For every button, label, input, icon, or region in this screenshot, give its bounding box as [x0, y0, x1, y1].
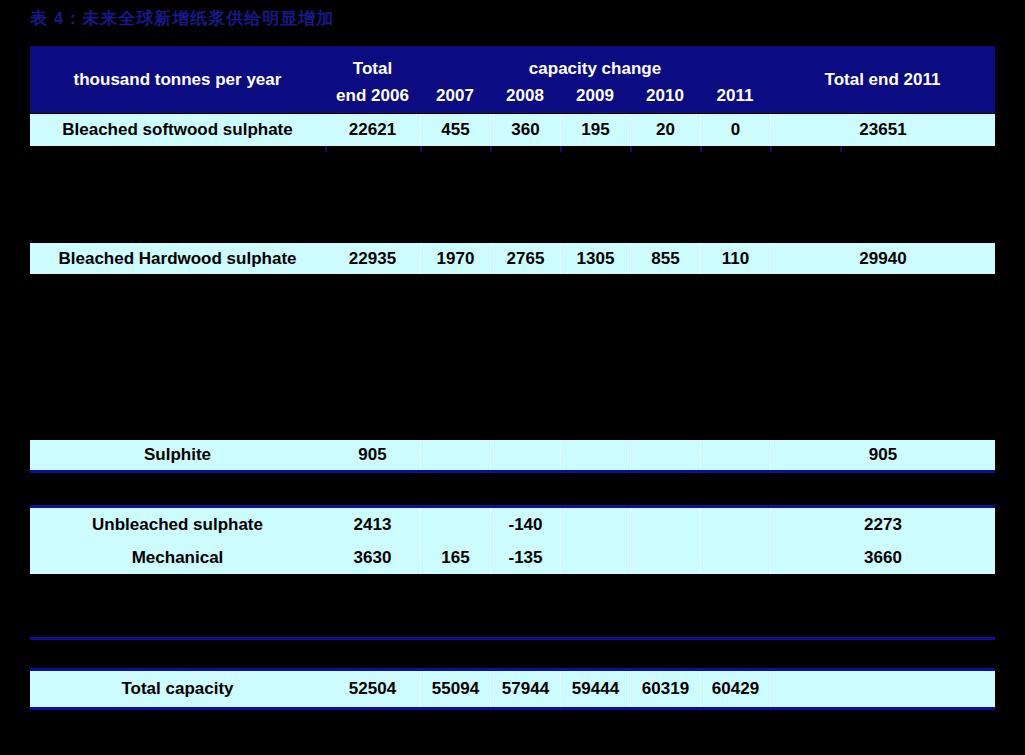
table-row-group: Unbleached sulphate 2413 -140 2273 Mecha…: [30, 505, 995, 574]
table-row-unbleached: Unbleached sulphate 2413 -140 2273: [30, 508, 995, 541]
cell-value: [630, 440, 700, 470]
row-label: Bleached Hardwood sulphate: [30, 243, 325, 274]
cell-value: 29940: [770, 243, 995, 274]
table-row-bleached-softwood: Bleached softwood sulphate 22621 455 360…: [30, 114, 995, 146]
table-row-mechanical: Mechanical 3630 165 -135 3660: [30, 541, 995, 574]
cell-value: 22621: [325, 114, 420, 146]
table-row-bleached-hardwood: Bleached Hardwood sulphate 22935 1970 27…: [30, 243, 995, 274]
cell-value: 855: [630, 243, 700, 274]
column-tick: [325, 146, 327, 152]
row-label: Mechanical: [30, 541, 325, 574]
cell-value: 20: [630, 114, 700, 146]
header-year-2011: 2011: [700, 80, 770, 114]
cell-value: -135: [490, 541, 560, 574]
cell-value: 23651: [770, 114, 995, 146]
cell-value: [560, 440, 630, 470]
column-tick: [840, 146, 842, 152]
cell-value: 165: [420, 541, 490, 574]
column-tick: [770, 146, 772, 152]
cell-value: 110: [700, 243, 770, 274]
table-header: thousand tonnes per year Total end 2006 …: [30, 46, 995, 113]
header-year-2007: 2007: [420, 80, 490, 114]
row-label: Sulphite: [30, 440, 325, 470]
column-tick: [700, 146, 702, 152]
cell-value: 455: [420, 114, 490, 146]
cell-value: [420, 508, 490, 541]
cell-value: [630, 508, 700, 541]
cell-value: 0: [700, 114, 770, 146]
column-tick: [490, 146, 492, 152]
cell-value: 60319: [630, 671, 700, 707]
header-year-2009: 2009: [560, 80, 630, 114]
cell-value: [420, 440, 490, 470]
table-row-total-capacity: Total capacity 52504 55094 57944 59444 6…: [30, 668, 995, 710]
header-total-end-2006-line2: end 2006: [325, 80, 420, 114]
header-capacity-change: capacity change: [420, 46, 770, 80]
cell-value: 905: [770, 440, 995, 470]
header-total-end-2011: Total end 2011: [770, 46, 995, 113]
cell-value: 3660: [770, 541, 995, 574]
cell-value: [560, 508, 630, 541]
cell-value: [700, 541, 770, 574]
cell-value: 195: [560, 114, 630, 146]
cell-value: 360: [490, 114, 560, 146]
cell-value: 55094: [420, 671, 490, 707]
column-tick: [630, 146, 632, 152]
table-title: 表 4：未来全球新增纸浆供给明显增加: [30, 7, 334, 30]
cell-value: 3630: [325, 541, 420, 574]
column-tick: [560, 146, 562, 152]
cell-value: 2413: [325, 508, 420, 541]
cell-value: 1970: [420, 243, 490, 274]
cell-value: [700, 508, 770, 541]
header-total-end-2006-line1: Total: [325, 46, 420, 80]
header-year-2010: 2010: [630, 80, 700, 114]
row-label: Total capacity: [30, 671, 325, 707]
cell-value: 60429: [700, 671, 770, 707]
header-unit-label: thousand tonnes per year: [30, 46, 325, 113]
cell-value: 2273: [770, 508, 995, 541]
cell-value: 1305: [560, 243, 630, 274]
capacity-table: thousand tonnes per year Total end 2006 …: [30, 46, 995, 710]
cell-value: 905: [325, 440, 420, 470]
cell-value: 52504: [325, 671, 420, 707]
report-page: 表 4：未来全球新增纸浆供给明显增加 thousand tonnes per y…: [0, 0, 1025, 755]
cell-value: [630, 541, 700, 574]
cell-value: [770, 671, 995, 707]
row-label: Bleached softwood sulphate: [30, 114, 325, 146]
cell-value: [490, 440, 560, 470]
cell-value: 22935: [325, 243, 420, 274]
row-label: Unbleached sulphate: [30, 508, 325, 541]
cell-value: 57944: [490, 671, 560, 707]
header-year-2008: 2008: [490, 80, 560, 114]
cell-value: 2765: [490, 243, 560, 274]
table-row-sulphite: Sulphite 905 905: [30, 440, 995, 473]
horizontal-divider: [30, 637, 995, 640]
cell-value: -140: [490, 508, 560, 541]
cell-value: 59444: [560, 671, 630, 707]
cell-value: [700, 440, 770, 470]
column-tick: [420, 146, 422, 152]
cell-value: [560, 541, 630, 574]
